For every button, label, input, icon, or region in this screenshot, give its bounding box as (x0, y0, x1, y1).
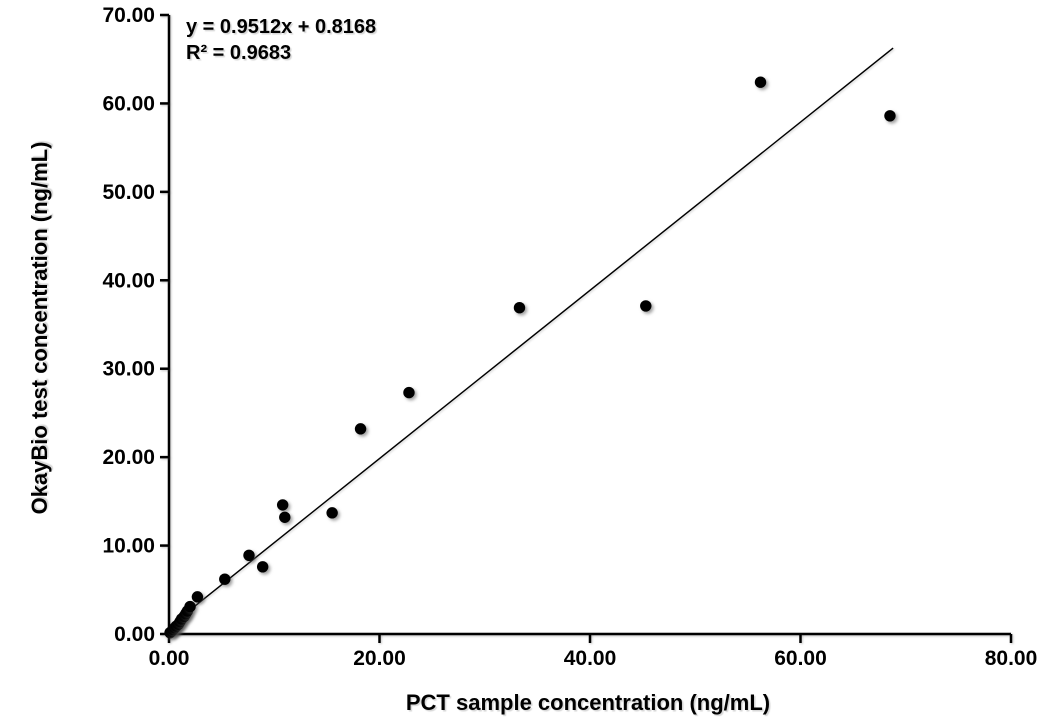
x-axis-title: PCT sample concentration (ng/mL) (405, 690, 771, 715)
data-point (754, 76, 767, 88)
y-tick-label: 40.00 (102, 269, 155, 292)
axes-spines (167, 15, 1011, 636)
data-point (354, 423, 367, 435)
data-point (640, 300, 652, 312)
data-point (513, 301, 526, 314)
x-tick-label: 60.00 (774, 647, 827, 670)
y-tick-label: 50.00 (102, 181, 155, 204)
data-point (403, 386, 415, 399)
y-tick-label: 20.00 (102, 446, 155, 469)
y-tick-label: 30.00 (102, 358, 155, 381)
x-tick-label: 80.00 (985, 647, 1038, 670)
equation-text: y = 0.9512x + 0.8168 (186, 16, 377, 38)
r-squared-text: R² = 0.9683 (186, 42, 292, 64)
x-tick-label: 40.00 (564, 647, 617, 670)
trend-line (168, 47, 894, 628)
data-point (279, 511, 291, 523)
y-tick-label: 60.00 (102, 92, 155, 115)
data-point (184, 600, 196, 613)
regression-annotation: y = 0.9512x + 0.8168 R² = 0.9683 (186, 14, 376, 66)
y-tick-label: 10.00 (102, 535, 155, 558)
y-tick-label: 0.00 (114, 623, 155, 646)
data-point (256, 561, 269, 573)
x-tick-label: 0.00 (149, 647, 190, 670)
data-point (276, 499, 289, 511)
y-axis-title: OkayBio test concentration (ng/mL) (27, 141, 52, 515)
data-point (219, 573, 231, 585)
x-tick-label: 20.00 (353, 647, 406, 670)
y-tick-label: 70.00 (102, 4, 155, 27)
data-point (191, 591, 204, 603)
data-point (326, 507, 338, 519)
data-point (243, 549, 255, 561)
data-point (884, 110, 896, 122)
